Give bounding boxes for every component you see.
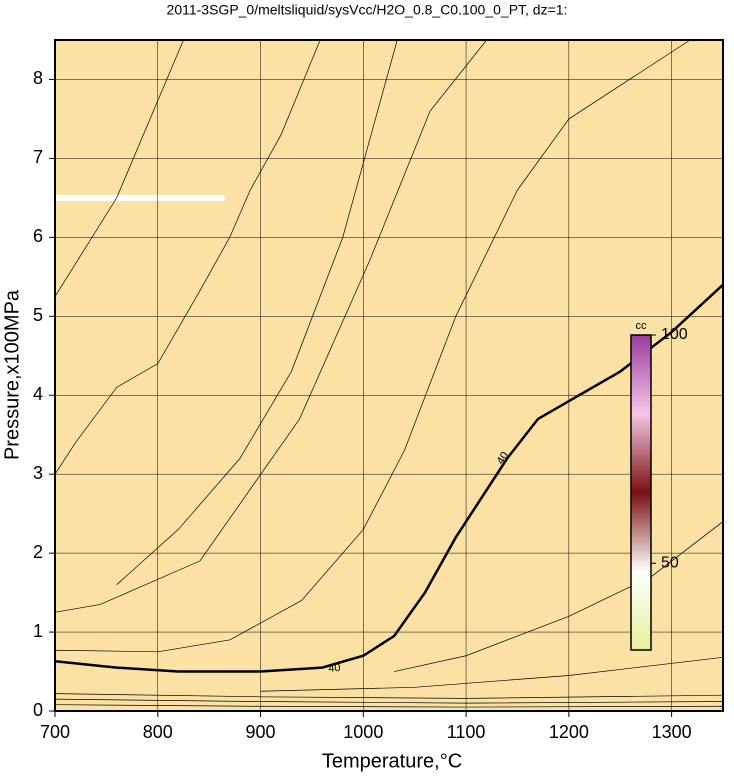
x-tick-label: 1200	[549, 722, 589, 742]
x-tick-label: 1000	[343, 722, 383, 742]
colorbar-label: cc	[636, 320, 648, 332]
y-tick-label: 8	[33, 68, 43, 88]
y-tick-label: 1	[33, 621, 43, 641]
masked-region	[55, 194, 225, 201]
y-tick-label: 3	[33, 463, 43, 483]
x-tick-label: 900	[246, 722, 276, 742]
contour-line	[54, 39, 321, 475]
y-tick-label: 5	[33, 305, 43, 325]
contour-line	[54, 693, 724, 699]
y-axis-label: Pressure,x100MPa	[1, 289, 23, 460]
contour-line	[394, 521, 724, 672]
x-tick-label: 800	[143, 722, 173, 742]
x-axis-label: Temperature,°C	[322, 750, 462, 772]
y-tick-label: 6	[33, 226, 43, 246]
x-tick-label: 1300	[652, 722, 692, 742]
x-tick-label: 1100	[447, 722, 486, 742]
contour-line	[54, 704, 724, 708]
contour-label: 40	[328, 662, 341, 675]
frame	[54, 39, 724, 712]
y-tick-label: 7	[33, 147, 43, 167]
plot-background	[55, 40, 723, 711]
chart-title: 2011-3SGP_0/meltsliquid/sysVcc/H2O_0.8_C…	[167, 2, 568, 18]
contour-line	[54, 39, 691, 653]
y-tick-label: 4	[33, 384, 43, 404]
contour-line	[260, 656, 724, 692]
contour-line	[116, 39, 398, 585]
colorbar	[630, 334, 652, 651]
x-tick-label: 700	[40, 722, 70, 742]
contour-line	[54, 39, 184, 297]
contour-label: 40	[495, 450, 512, 467]
y-tick-label: 0	[33, 700, 43, 720]
y-tick-label: 2	[33, 542, 43, 562]
contour-line	[54, 39, 487, 613]
colorbar-tick-label: 100	[661, 326, 688, 343]
colorbar-tick-label: 50	[661, 554, 679, 571]
contour-line	[54, 283, 724, 673]
contour-line	[54, 698, 724, 704]
